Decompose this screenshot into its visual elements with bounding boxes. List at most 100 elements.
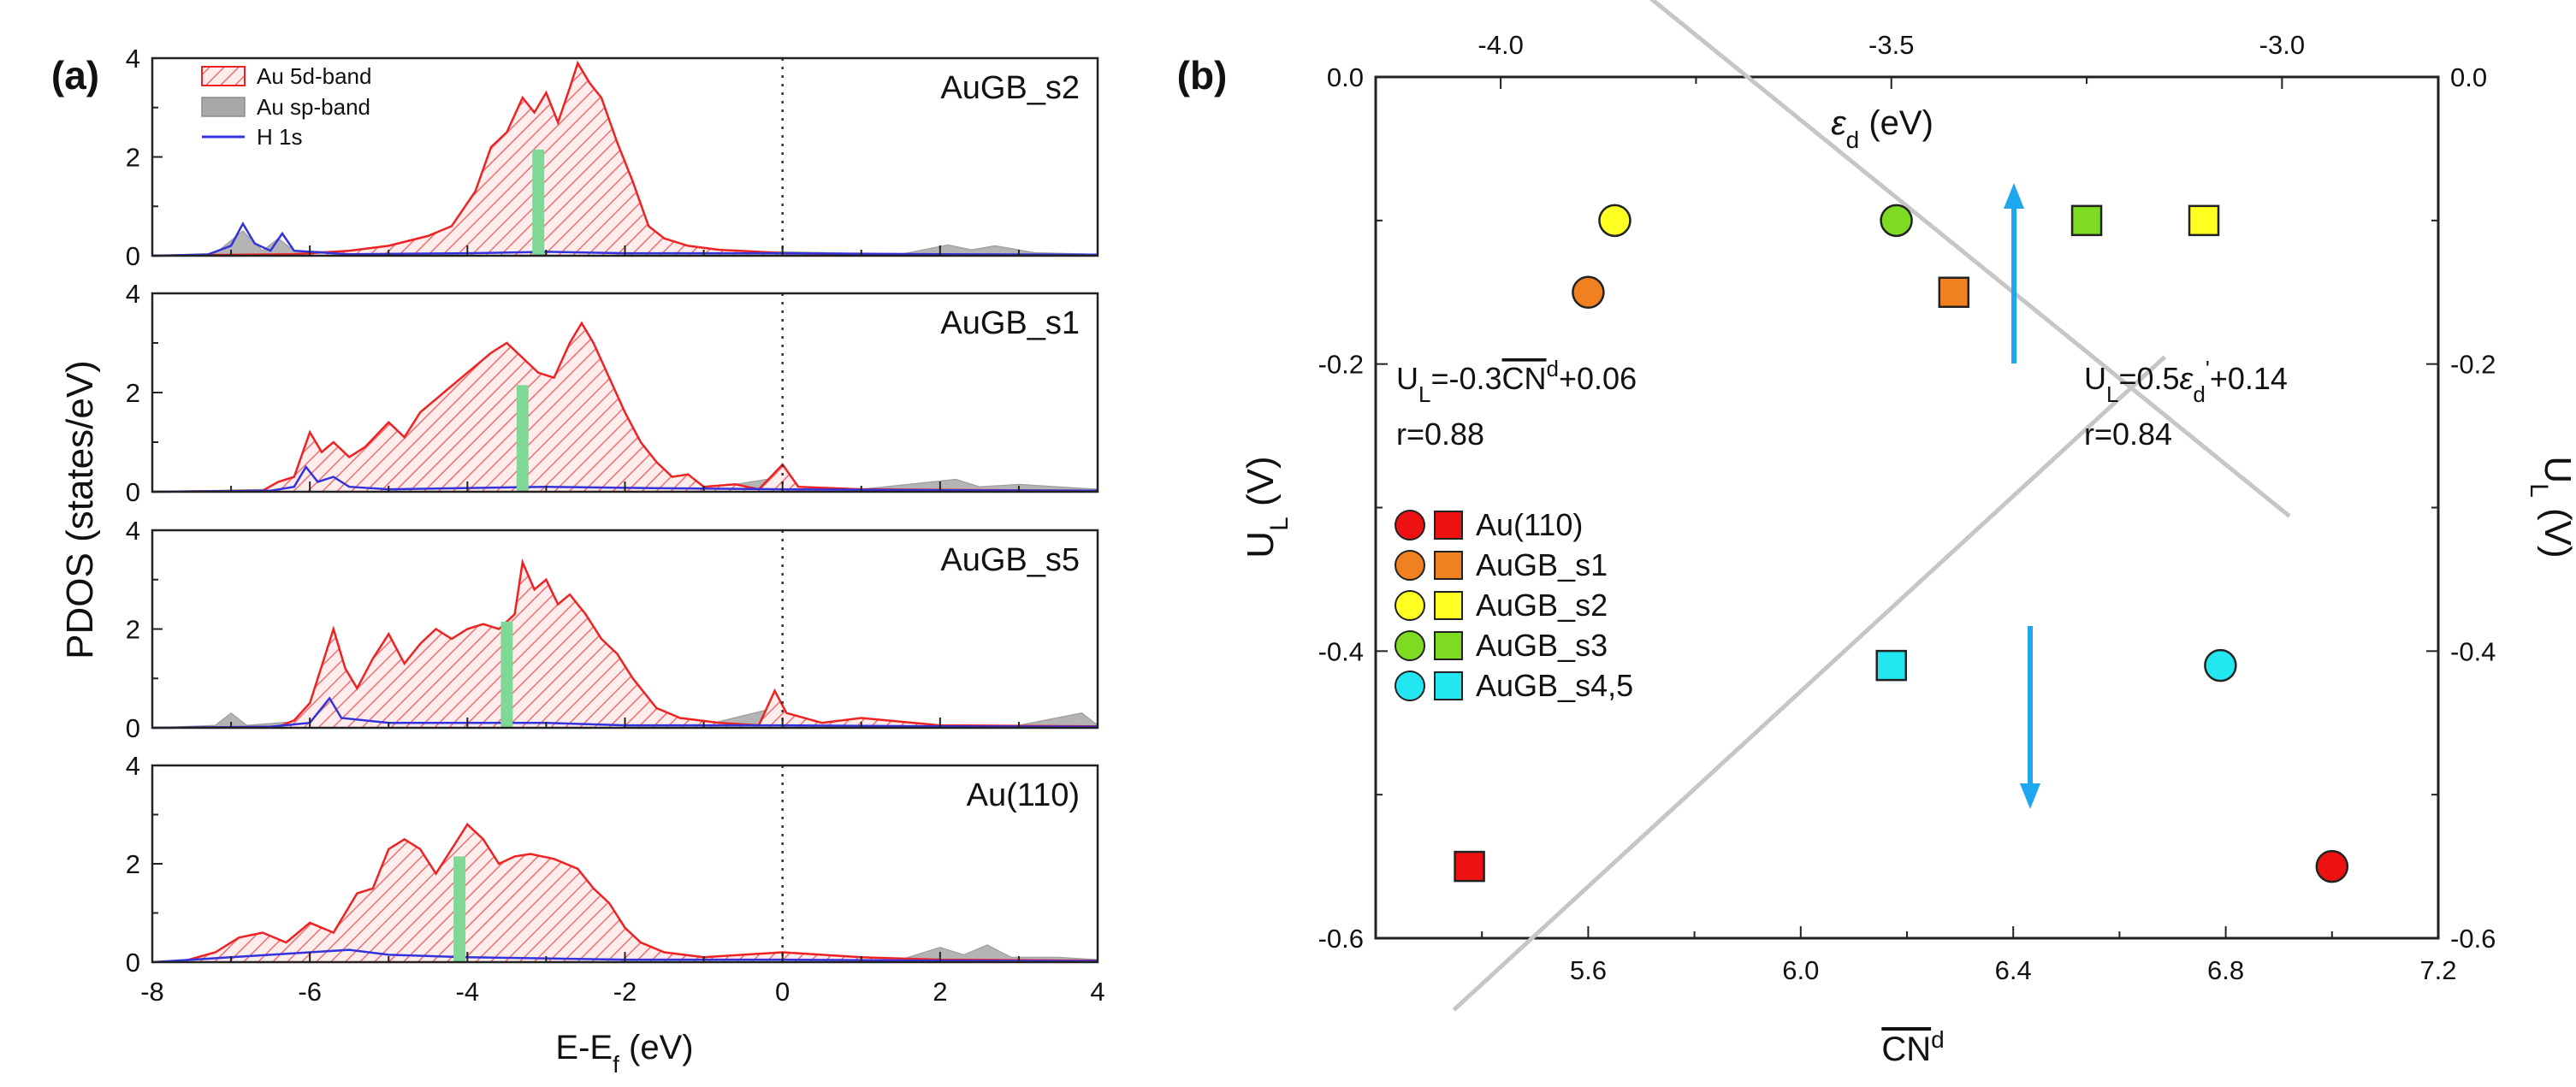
eq2-post: +0.14 (2210, 361, 2288, 396)
legend-label: AuGB_s3 (1476, 628, 1608, 663)
d-band-center-bar (500, 621, 513, 728)
eq2-eps-sub: d (2193, 381, 2205, 407)
top-tick-label: -3.0 (2259, 30, 2305, 60)
legend-square (1434, 591, 1463, 620)
y-tick-label: 4 (126, 516, 140, 546)
marker-square-augb-s1 (1938, 276, 1970, 308)
y-tick-label: 2 (126, 143, 140, 173)
legend-square (1434, 511, 1463, 540)
ul-right-sub: L (2526, 483, 2554, 498)
y-tick-label: 0 (126, 241, 140, 271)
eq2-eps: ε (2180, 361, 2194, 396)
ul-unit: (V) (1240, 456, 1282, 517)
legend-h1s-label: H 1s (257, 124, 302, 150)
x-label-unit: (eV) (619, 1029, 694, 1066)
d-band-line (151, 321, 1099, 493)
equation-cn: UL=-0.3CNd+0.06 (1396, 356, 1637, 407)
subplot-augb-s2: 0 2 4 AuGB_s2 (126, 44, 1099, 271)
y-tick-label: 4 (126, 279, 140, 309)
legend-circle (1395, 671, 1425, 701)
legend-label: AuGB_s1 (1476, 547, 1608, 582)
d-band-area (152, 62, 1098, 256)
eq2-mid: =0.5 (2118, 361, 2179, 396)
d-band-center-bar (516, 385, 529, 492)
r-value-cn: r=0.88 (1396, 416, 1484, 452)
fit-line-cn (1649, 0, 2291, 518)
legend-sp-band-label: Au sp-band (257, 94, 370, 120)
d-band-center-bar (532, 149, 545, 256)
x-label-main: E-E (555, 1029, 613, 1066)
x-label-sub: f (613, 1051, 619, 1078)
d-band-area (152, 322, 1098, 492)
eq1-sub: L (1418, 381, 1430, 407)
subplot-au-110-: 0 2 4 Au(110) (126, 751, 1099, 978)
legend-a: Au 5d-band Au sp-band H 1s (201, 63, 371, 150)
y-tick-label: 0 (126, 948, 140, 978)
bottom-tick-label: 6.0 (1782, 955, 1819, 985)
subplot-label: AuGB_s1 (940, 305, 1080, 341)
marker-square-augb-s4-5 (1875, 649, 1907, 682)
eq1-mid: =-0.3 (1430, 361, 1501, 396)
y-axis-label: PDOS (states/eV) (59, 360, 101, 659)
ul-text: U (1240, 531, 1282, 558)
panel-a: (a) 0 2 4 AuGB_s2 0 2 4 AuGB_s1 0 2 4 AuGB_s5 0 2 4 Au(1… (51, 44, 1105, 1078)
eq1-sup: d (1547, 356, 1559, 381)
top-tick-label: -4.0 (1477, 30, 1523, 60)
legend-square (1434, 551, 1463, 580)
bottom-tick-label: 5.6 (1570, 955, 1607, 985)
right-tick-label: -0.6 (2450, 924, 2496, 954)
y-tick-label: 4 (126, 751, 140, 781)
marker-circle-augb-s2 (1598, 204, 1631, 238)
x-tick-label: 0 (775, 977, 790, 1007)
eps-symbol: ε (1831, 104, 1847, 142)
left-axis-label: UL (V) (1240, 456, 1294, 558)
right-tick-label: -0.4 (2450, 636, 2496, 666)
left-tick-label: -0.2 (1318, 350, 1364, 380)
eq2-u: U (2084, 361, 2106, 396)
x-tick-label: -2 (613, 977, 637, 1007)
legend-circle (1395, 630, 1425, 661)
subplot-label: AuGB_s5 (940, 542, 1080, 578)
right-tick-label: 0.0 (2450, 62, 2487, 92)
eps-sub: d (1846, 127, 1860, 153)
ul-right-text: U (2537, 456, 2576, 483)
x-tick-label: -8 (140, 977, 164, 1007)
right-tick-label: -0.2 (2450, 350, 2496, 380)
left-tick-label: 0.0 (1327, 62, 1364, 92)
y-tick-label: 2 (126, 849, 140, 879)
equation-ed: UL=0.5εd'+0.14 (2084, 356, 2288, 407)
left-tick-label: -0.6 (1318, 924, 1364, 954)
ul-sub: L (1265, 517, 1294, 531)
bottom-axis-label: CNd (1881, 1026, 1944, 1069)
top-tick-label: -3.5 (1868, 30, 1914, 60)
d-band-line (151, 60, 1098, 257)
legend-d-band-swatch (201, 66, 246, 86)
panel-b: (b) 5.6 6.0 6.4 6.8 7.2 -4.0 -3.5 -3.0 0.0 0.0 -0.2… (1177, 0, 2576, 1068)
ul-right-unit: (V) (2537, 498, 2576, 558)
legend-b: Au(110) AuGB_s1 AuGB_s2 AuGB_s3 AuGB_s4,5 (1395, 507, 1633, 703)
legend-circle (1395, 550, 1425, 581)
y-tick-label: 2 (126, 378, 140, 408)
y-tick-label: 0 (126, 477, 140, 507)
legend-label: AuGB_s2 (1476, 588, 1608, 623)
marker-circle-augb-s3 (1880, 204, 1913, 238)
right-axis-label: UL (V) (2526, 456, 2576, 558)
marker-circle-augb-s4-5 (2204, 648, 2237, 682)
eq2-sub: L (2106, 381, 2118, 407)
d-band-area (152, 562, 1098, 728)
h1s-line (151, 221, 1099, 257)
x-axis-label: E-Ef (eV) (555, 1029, 693, 1078)
eq1-cn: CN (1502, 361, 1547, 396)
arrow-up (2004, 183, 2024, 363)
legend-d-band-label: Au 5d-band (257, 63, 371, 89)
cn-text: CN (1881, 1031, 1931, 1068)
eq2-eps-sup: ' (2206, 356, 2210, 381)
bottom-tick-label: 6.8 (2207, 955, 2244, 985)
arrow-down-head (2020, 783, 2040, 809)
marker-circle-augb-s1 (1572, 275, 1605, 309)
legend-circle (1395, 590, 1425, 621)
arrow-up-head (2004, 183, 2024, 209)
d-band-area (152, 824, 1098, 962)
r-value-ed: r=0.84 (2084, 416, 2172, 452)
d-band-center-bar (453, 856, 466, 962)
